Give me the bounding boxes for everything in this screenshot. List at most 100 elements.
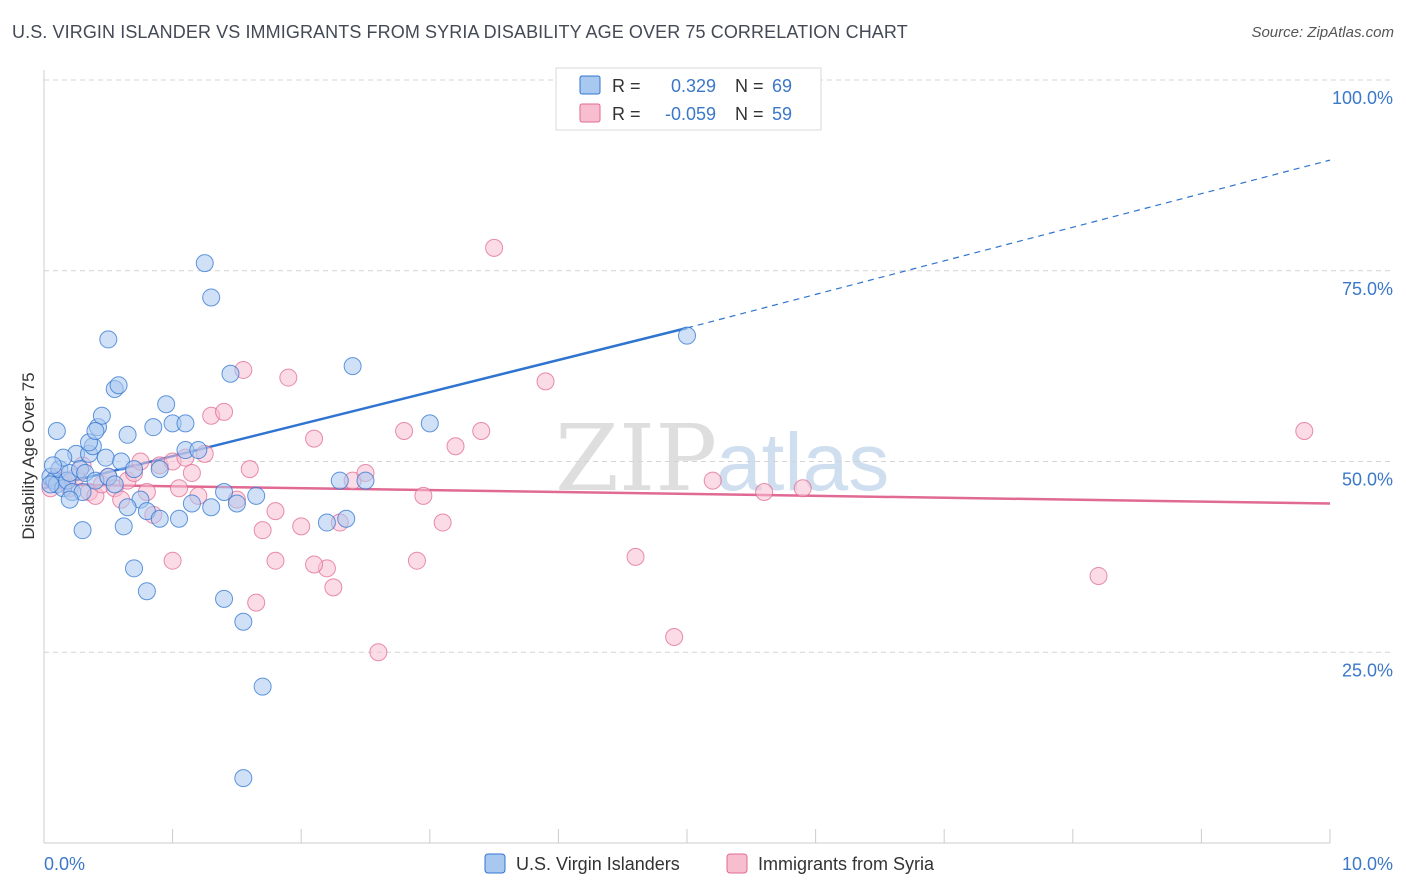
point-virgin-islanders [150,460,169,479]
point-syria [279,368,298,387]
point-virgin-islanders [221,364,240,383]
axes [43,70,1331,844]
point-virgin-islanders [420,414,439,433]
point-syria [536,372,555,391]
legend-r-value-1: 0.329 [671,76,716,96]
x-tick-label: 10.0% [1342,854,1393,874]
point-virgin-islanders [125,559,144,578]
point-syria [292,517,311,536]
y-tick-label: 50.0% [1342,470,1393,490]
point-virgin-islanders [137,582,156,601]
point-syria [472,421,491,440]
legend-r-value-2: -0.059 [665,104,716,124]
point-syria [626,547,645,566]
legend-n-label-2: N = [735,104,764,124]
point-syria [182,463,201,482]
y-tick-label: 75.0% [1342,279,1393,299]
point-syria [305,429,324,448]
series-legend-swatch-pink [726,853,748,874]
point-syria [755,483,774,502]
series-legend-label-blue: U.S. Virgin Islanders [516,854,680,874]
point-syria [240,460,259,479]
point-virgin-islanders [47,421,66,440]
legend-swatch-pink [579,103,601,123]
point-virgin-islanders [157,395,176,414]
legend-n-label-1: N = [735,76,764,96]
point-syria [395,421,414,440]
point-syria [446,437,465,456]
legend-swatch-blue [579,75,601,95]
series-legend-label-pink: Immigrants from Syria [758,854,935,874]
point-virgin-islanders [118,498,137,517]
legend-n-value-1: 69 [772,76,792,96]
point-virgin-islanders [60,490,79,509]
y-tick-label: 100.0% [1332,88,1393,108]
point-virgin-islanders [356,471,375,490]
point-virgin-islanders [109,376,128,395]
point-virgin-islanders [41,475,60,494]
chart-title: U.S. VIRGIN ISLANDER VS IMMIGRANTS FROM … [12,22,908,42]
stats-legend: R = 0.329 N = 69 R = -0.059 N = 59 [555,67,822,131]
point-virgin-islanders [678,326,696,345]
trend-line-virgin-islanders [43,326,688,490]
point-syria [266,551,285,570]
point-virgin-islanders [144,418,163,437]
point-virgin-islanders [114,517,133,536]
point-syria [305,555,324,574]
source-note: Source: ZipAtlas.com [1251,24,1394,41]
point-virgin-islanders [234,612,253,631]
x-tick-label: 0.0% [44,854,85,874]
point-syria [793,479,812,498]
point-virgin-islanders [125,460,144,479]
point-virgin-islanders [96,448,115,467]
series-legend-swatch-blue [484,853,506,874]
point-virgin-islanders [105,475,124,494]
point-virgin-islanders [189,441,208,460]
point-virgin-islanders [215,483,234,502]
point-virgin-islanders [176,414,195,433]
point-virgin-islanders [92,406,111,425]
point-syria [407,551,426,570]
point-syria [414,486,433,505]
point-virgin-islanders [182,494,201,513]
tick-labels: 25.0% 50.0% 75.0% 100.0% 0.0% 10.0% [44,88,1393,874]
point-virgin-islanders [215,589,234,608]
point-syria [1089,566,1108,585]
point-virgin-islanders [150,509,169,528]
legend-n-value-2: 59 [772,104,792,124]
point-virgin-islanders [170,509,189,528]
series-legend: U.S. Virgin Islanders Immigrants from Sy… [484,853,935,874]
point-virgin-islanders [195,254,214,273]
point-syria [485,238,504,257]
trend-line-virgin-islanders-extension [686,159,1331,329]
point-syria [247,593,266,612]
point-virgin-islanders [73,521,92,540]
point-syria [703,471,722,490]
point-virgin-islanders [337,509,356,528]
point-virgin-islanders [330,471,349,490]
point-virgin-islanders [253,677,272,696]
point-syria [324,578,343,597]
point-syria [1295,421,1314,440]
point-virgin-islanders [317,513,336,532]
point-syria [253,521,272,540]
point-virgin-islanders [202,288,221,307]
point-virgin-islanders [343,357,362,376]
point-virgin-islanders [202,498,221,517]
point-virgin-islanders [86,421,105,440]
y-axis-label: Disability Age Over 75 [19,372,38,539]
point-virgin-islanders [118,425,137,444]
point-virgin-islanders [44,456,63,475]
point-syria [215,402,234,421]
legend-r-label-1: R = [612,76,641,96]
data-points [41,71,1314,788]
legend-r-label-2: R = [612,104,641,124]
point-virgin-islanders [247,486,266,505]
point-syria [170,479,189,498]
point-syria [433,513,452,532]
point-syria [163,551,182,570]
y-tick-label: 25.0% [1342,660,1393,680]
point-virgin-islanders [234,769,253,788]
point-virgin-islanders [99,330,118,349]
